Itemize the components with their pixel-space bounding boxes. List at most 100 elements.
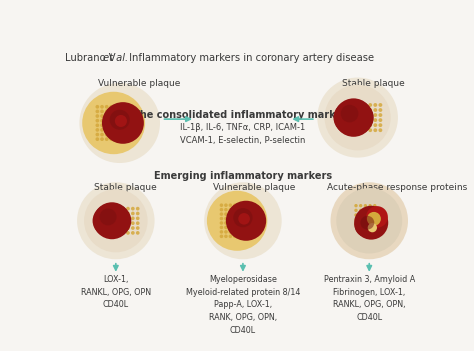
Circle shape [242,217,246,220]
Circle shape [126,217,130,220]
Circle shape [353,108,357,112]
Circle shape [251,234,255,238]
Circle shape [219,221,223,225]
Circle shape [114,119,118,122]
Circle shape [116,221,120,225]
Circle shape [242,203,246,207]
Circle shape [237,234,241,238]
Circle shape [373,204,376,207]
Circle shape [116,217,120,220]
Circle shape [359,218,363,221]
Circle shape [358,123,362,127]
Circle shape [116,226,120,230]
Circle shape [105,110,109,113]
Circle shape [136,226,139,230]
Circle shape [111,212,115,215]
Text: Acute-phase response proteins: Acute-phase response proteins [327,183,467,192]
Circle shape [368,213,372,217]
Circle shape [246,212,250,216]
Circle shape [359,208,363,212]
Circle shape [105,124,109,127]
Circle shape [360,216,374,230]
Circle shape [123,128,127,132]
Circle shape [105,133,109,137]
Circle shape [109,133,113,137]
Circle shape [219,234,223,238]
Circle shape [368,108,372,112]
Circle shape [119,137,122,141]
Circle shape [100,133,104,137]
Circle shape [251,217,255,220]
Circle shape [378,103,383,107]
Circle shape [353,118,357,122]
Circle shape [119,105,122,109]
Circle shape [95,114,99,118]
Circle shape [364,213,367,217]
Circle shape [126,207,130,211]
Circle shape [368,204,372,207]
Circle shape [105,137,109,141]
Circle shape [100,124,104,127]
Circle shape [114,110,118,113]
Circle shape [238,213,250,225]
Circle shape [228,217,232,220]
Circle shape [233,217,237,220]
Circle shape [114,105,118,109]
Circle shape [233,208,237,211]
Circle shape [219,208,223,211]
Circle shape [374,118,377,122]
Circle shape [366,206,388,228]
Circle shape [109,105,113,109]
Circle shape [242,208,246,211]
Circle shape [128,110,132,113]
Circle shape [100,114,104,118]
Circle shape [116,231,120,235]
Circle shape [378,113,383,117]
Circle shape [325,85,391,151]
Text: Inflammatory markers in coronary artery disease: Inflammatory markers in coronary artery … [126,53,374,63]
Circle shape [242,230,246,234]
Circle shape [359,223,363,226]
Circle shape [224,230,228,234]
Circle shape [126,226,130,230]
Circle shape [115,115,127,127]
Circle shape [364,218,367,221]
Circle shape [228,234,232,238]
Circle shape [224,212,228,216]
Circle shape [128,124,132,127]
Circle shape [251,203,255,207]
Circle shape [109,128,113,132]
Circle shape [251,208,255,211]
Circle shape [95,119,99,122]
Circle shape [119,119,122,122]
Circle shape [228,230,232,234]
Circle shape [126,231,130,235]
Text: Myeloperosidase
Myeloid-related protein 8/14
Papp-A, LOX-1,
RANK, OPG, OPN,
CD40: Myeloperosidase Myeloid-related protein … [186,275,300,335]
Circle shape [131,226,135,230]
Circle shape [128,128,132,132]
Circle shape [246,217,250,220]
Circle shape [353,103,357,107]
Circle shape [126,212,130,215]
Circle shape [111,207,115,211]
Circle shape [233,221,237,225]
Circle shape [224,221,228,225]
Circle shape [100,208,117,225]
Circle shape [364,204,367,207]
Circle shape [111,221,115,225]
Text: Emerging inflammatory markers: Emerging inflammatory markers [154,172,332,181]
Circle shape [123,133,127,137]
Circle shape [116,212,120,215]
Circle shape [224,217,228,220]
Circle shape [233,212,237,216]
Circle shape [358,108,362,112]
Circle shape [337,188,402,253]
Circle shape [123,110,127,113]
Circle shape [374,113,377,117]
Circle shape [368,223,372,226]
Circle shape [95,128,99,132]
Circle shape [368,218,372,221]
Circle shape [233,230,237,234]
Circle shape [358,113,362,117]
Ellipse shape [333,100,374,135]
